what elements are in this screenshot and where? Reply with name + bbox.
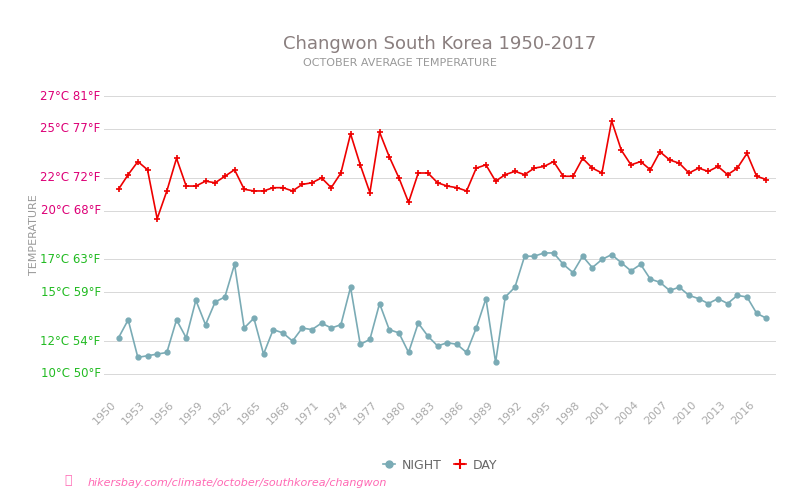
- Text: 17°C 63°F: 17°C 63°F: [40, 253, 101, 266]
- Text: OCTOBER AVERAGE TEMPERATURE: OCTOBER AVERAGE TEMPERATURE: [303, 58, 497, 68]
- Text: 20°C 68°F: 20°C 68°F: [41, 204, 101, 217]
- Text: 25°C 77°F: 25°C 77°F: [40, 122, 101, 136]
- Text: 10°C 50°F: 10°C 50°F: [41, 367, 101, 380]
- Text: 22°C 72°F: 22°C 72°F: [40, 172, 101, 184]
- Y-axis label: TEMPERATURE: TEMPERATURE: [29, 194, 38, 276]
- Text: 27°C 81°F: 27°C 81°F: [40, 90, 101, 103]
- Legend: NIGHT, DAY: NIGHT, DAY: [378, 454, 502, 477]
- Text: 12°C 54°F: 12°C 54°F: [40, 334, 101, 347]
- Title: Changwon South Korea 1950-2017: Changwon South Korea 1950-2017: [283, 36, 597, 54]
- Text: 15°C 59°F: 15°C 59°F: [41, 286, 101, 298]
- Text: hikersbay.com/climate/october/southkorea/changwon: hikersbay.com/climate/october/southkorea…: [88, 478, 387, 488]
- Text: 📍: 📍: [64, 474, 71, 488]
